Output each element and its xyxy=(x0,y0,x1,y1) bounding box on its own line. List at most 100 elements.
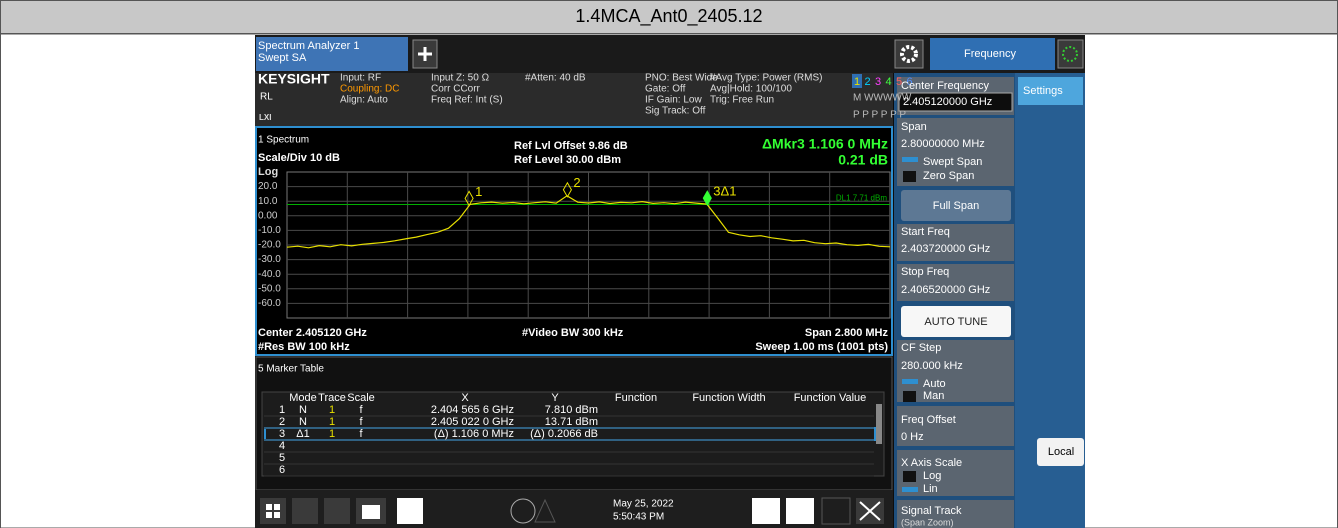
trace-highlight xyxy=(852,74,862,88)
trace-number: 2 xyxy=(864,76,870,88)
softkey[interactable] xyxy=(897,224,1014,261)
softkey[interactable] xyxy=(901,306,1011,337)
column-header: X xyxy=(461,392,469,404)
y-tick-label: 0.00 xyxy=(258,210,278,221)
title-bar xyxy=(0,0,1338,34)
y-tick-label: -30.0 xyxy=(258,254,281,265)
option: Swept Span xyxy=(923,156,982,168)
status-text: Align: Auto xyxy=(340,95,388,106)
trace-number: 1 xyxy=(854,76,860,88)
scale-div: Scale/Div 10 dB xyxy=(258,152,340,164)
softkey[interactable] xyxy=(897,118,1014,186)
status-text: #Avg Type: Power (RMS) xyxy=(710,73,822,84)
settings-tab[interactable] xyxy=(1018,77,1083,105)
window-name: 1 Spectrum xyxy=(258,135,309,146)
lxi-label: LXI xyxy=(259,113,271,122)
video-bw: #Video BW 300 kHz xyxy=(522,327,624,339)
res-bw: #Res BW 100 kHz xyxy=(258,341,350,353)
button-label: AUTO TUNE xyxy=(924,316,987,328)
menu-tab[interactable] xyxy=(930,38,1055,70)
display-line-label: DL1 7.71 dBm xyxy=(836,194,887,203)
sweep: Sweep 1.00 ms (1001 pts) xyxy=(755,341,888,353)
marker xyxy=(464,190,474,207)
column-header: Function xyxy=(615,392,657,404)
ref-level: Ref Level 30.00 dBm xyxy=(514,154,621,166)
local-label: Local xyxy=(1048,446,1074,458)
softkey-label: X Axis Scale xyxy=(901,457,962,469)
trace-number: 3 xyxy=(875,76,881,88)
softkey-label: Freq Offset xyxy=(901,414,956,426)
table-cell: 13.71 dBm xyxy=(545,416,598,428)
local-button[interactable] xyxy=(1037,438,1084,466)
table-name: 5 Marker Table xyxy=(258,364,324,375)
table-cell: 7.810 dBm xyxy=(545,404,598,416)
undo-button[interactable] xyxy=(292,498,318,524)
keyboard-button[interactable] xyxy=(752,498,780,524)
windows-icon xyxy=(266,504,272,510)
trace-number: 5 xyxy=(896,76,902,88)
windows-button[interactable] xyxy=(260,498,286,524)
softkey-value: 280.000 kHz xyxy=(901,360,963,372)
y-tick-label: 20.0 xyxy=(258,181,278,192)
log-label: Log xyxy=(258,166,278,178)
table-cell: 4 xyxy=(279,440,285,452)
plus-icon xyxy=(418,47,432,61)
status-text: Corr CCorr xyxy=(431,84,481,95)
touch-button[interactable] xyxy=(786,498,814,524)
table-cell: N xyxy=(299,416,307,428)
page-title: 1.4MCA_Ant0_2405.12 xyxy=(575,6,762,27)
table-cell: 2.405 022 0 GHz xyxy=(431,416,514,428)
gear-icon xyxy=(900,45,918,63)
table-cell: 3 xyxy=(279,428,285,440)
status-button[interactable] xyxy=(1057,39,1084,69)
table-cell: N xyxy=(299,404,307,416)
softkey-value: 2.406520000 GHz xyxy=(901,284,990,296)
trace xyxy=(286,195,891,249)
y-tick-label: -20.0 xyxy=(258,240,281,251)
date: May 25, 2022 xyxy=(613,499,674,510)
status-icon xyxy=(1062,46,1078,62)
redo-button[interactable] xyxy=(324,498,350,524)
center-freq: Center 2.405120 GHz xyxy=(258,327,367,339)
help-button[interactable] xyxy=(397,498,423,524)
column-header: Trace xyxy=(318,392,346,404)
column-header: Mode xyxy=(289,392,317,404)
table-cell: 1 xyxy=(329,428,335,440)
radio-selected xyxy=(902,379,918,384)
option: Lin xyxy=(923,483,938,495)
message-button[interactable] xyxy=(510,498,536,524)
marker-value: 0.21 dB xyxy=(838,152,888,168)
status-text: Gate: Off xyxy=(645,84,686,95)
table-cell: 2.404 565 6 GHz xyxy=(431,404,514,416)
window-button[interactable] xyxy=(821,497,851,525)
status-text: Freq Ref: Int (S) xyxy=(431,95,503,106)
softkey[interactable] xyxy=(897,340,1014,402)
softkey[interactable] xyxy=(901,190,1011,221)
windows-icon xyxy=(266,512,272,518)
radio-selected xyxy=(902,487,918,492)
gear-button[interactable] xyxy=(894,39,924,69)
softkey[interactable] xyxy=(897,264,1014,301)
windows-icon xyxy=(274,504,280,510)
y-tick-label: -60.0 xyxy=(258,298,281,309)
column-header: Y xyxy=(551,392,559,404)
option: Man xyxy=(923,390,944,402)
status-text: Sig Track: Off xyxy=(645,106,706,117)
marker-label: 3Δ1 xyxy=(713,184,736,199)
table-scrollbar xyxy=(876,404,882,444)
column-header: Function Width xyxy=(692,392,765,404)
softkey[interactable] xyxy=(897,406,1014,446)
app-tab[interactable] xyxy=(256,37,408,71)
folder-icon xyxy=(362,505,380,519)
softkey-label: Stop Freq xyxy=(901,266,949,278)
softkey[interactable] xyxy=(897,500,1014,528)
ref-offset: Ref Lvl Offset 9.86 dB xyxy=(514,140,628,152)
tab-title: Spectrum Analyzer 1 xyxy=(258,40,360,52)
status-text: IF Gain: Low xyxy=(645,95,702,106)
table-cell: 1 xyxy=(279,404,285,416)
table-cell: 6 xyxy=(279,464,285,476)
windows-icon xyxy=(274,512,280,518)
marker-label: 1 xyxy=(475,184,482,199)
